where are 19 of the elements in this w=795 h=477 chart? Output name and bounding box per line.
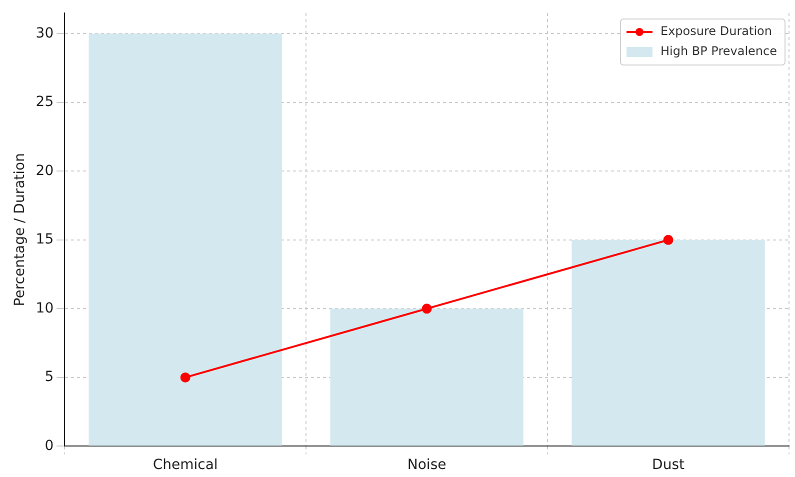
bar	[572, 240, 765, 446]
y-tick-label: 20	[36, 162, 54, 179]
point	[422, 304, 432, 314]
bar	[330, 308, 524, 446]
point	[180, 372, 190, 382]
y-tick-label: 25	[36, 94, 54, 110]
y-axis-title: Percentage / Duration	[12, 153, 28, 306]
point	[663, 234, 674, 245]
y-tick-label: 15	[36, 232, 54, 248]
y-tick-label: 0	[44, 438, 54, 454]
legend-label: Exposure Duration	[660, 24, 772, 38]
x-tick-label: Chemical	[152, 457, 218, 474]
legend-label: High BP Prevalence	[660, 44, 777, 58]
y-tick-label: 5	[44, 369, 54, 386]
x-tick-label: Dust	[652, 457, 685, 474]
x-tick-label: Noise	[407, 457, 446, 474]
y-tick-label: 30	[36, 25, 54, 42]
y-tick-label: 10	[36, 300, 54, 316]
bar	[88, 34, 282, 446]
